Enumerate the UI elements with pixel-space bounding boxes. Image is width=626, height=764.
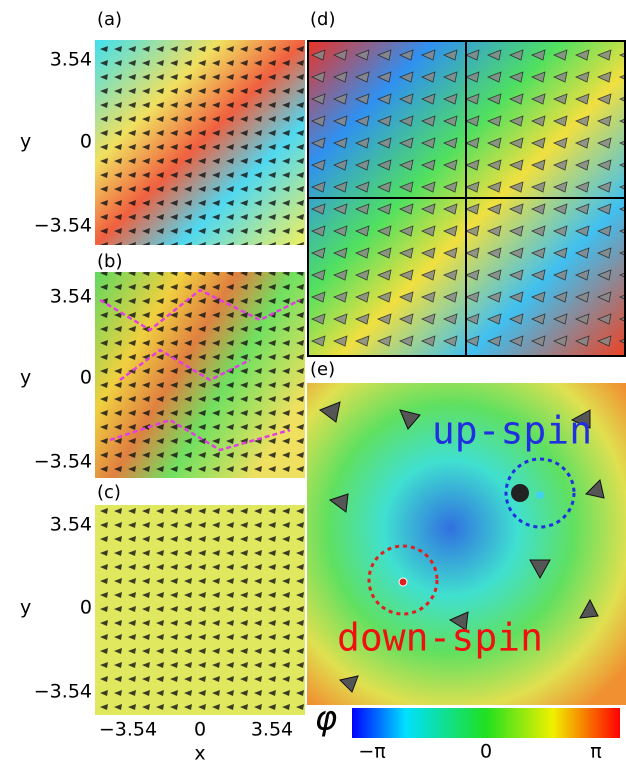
colorbar xyxy=(352,708,620,738)
vortex-core xyxy=(511,484,529,502)
panel-d-grid xyxy=(307,40,626,357)
y-axis-label: y xyxy=(20,367,31,389)
y-tick-label: 3.54 xyxy=(50,286,92,308)
panel-e-arrows xyxy=(318,401,605,693)
x-tick-label: 3.54 xyxy=(251,719,293,741)
y-tick-label: −3.54 xyxy=(34,451,92,473)
y-tick-label: −3.54 xyxy=(34,681,92,703)
y-axis-label: y xyxy=(20,131,31,153)
y-tick-label: 3.54 xyxy=(50,514,92,536)
y-tick-label: −3.54 xyxy=(34,215,92,237)
x-tick-label: −3.54 xyxy=(99,719,157,741)
x-axis-label: x xyxy=(194,743,205,764)
y-axis-label: y xyxy=(20,597,31,619)
annotation: up-spin xyxy=(432,409,592,453)
domain-walls xyxy=(99,288,301,452)
annotation: down-spin xyxy=(337,616,543,660)
down-spin-dot xyxy=(398,577,408,587)
colorbar-tick-label: π xyxy=(590,741,601,763)
y-tick-label: 3.54 xyxy=(50,49,92,71)
panel-label: (e) xyxy=(310,359,335,380)
panel-label: (c) xyxy=(97,482,121,503)
panel-label: (b) xyxy=(97,251,122,272)
up-spin-ring xyxy=(504,457,576,529)
y-tick-label: 0 xyxy=(80,367,92,389)
colorbar-tick-label: 0 xyxy=(480,741,492,763)
colorbar-tick-label: −π xyxy=(358,741,385,763)
panel-d-frame xyxy=(307,40,626,357)
y-tick-label: 0 xyxy=(80,597,92,619)
panel-label: (a) xyxy=(97,9,122,30)
down-spin-ring xyxy=(367,544,439,616)
panel-e-map xyxy=(307,383,626,705)
x-tick-label: 0 xyxy=(194,719,206,741)
y-tick-label: 0 xyxy=(80,131,92,153)
panel-label: (d) xyxy=(310,9,335,30)
panel-c-arrows xyxy=(95,505,305,715)
up-spin-dot xyxy=(536,491,544,499)
colorbar-symbol: φ xyxy=(315,699,338,739)
panel-a-arrows xyxy=(95,40,305,245)
